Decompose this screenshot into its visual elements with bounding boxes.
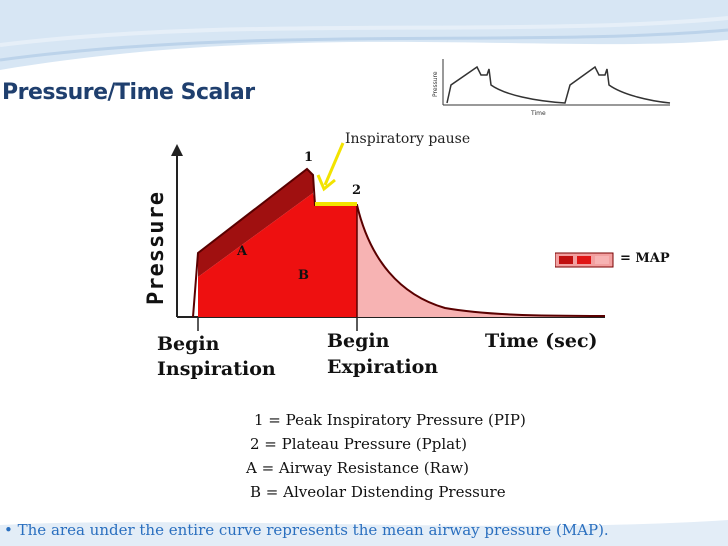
footnote-text: The area under the entire curve represen… [17, 521, 609, 539]
region-a [198, 169, 313, 317]
thumb-x-label: Time [530, 110, 546, 117]
pause-arrow [323, 142, 345, 186]
x-axis-label: Time (sec) [485, 330, 598, 352]
definitions-legend: 1 = Peak Inspiratory Pressure (PIP) 2 = … [246, 408, 526, 504]
legend-pip: 1 = Peak Inspiratory Pressure (PIP) [254, 411, 526, 429]
header-swoosh [0, 0, 728, 70]
legend-alveolar: B = Alveolar Distending Pressure [250, 483, 506, 501]
begin-inspiration-line-2: Inspiration [157, 358, 276, 380]
pressure-time-diagram: 1 2 A B Pressure Time (sec) Begin Inspir… [144, 142, 606, 380]
begin-expiration-line-2: Expiration [327, 356, 438, 378]
region-b [198, 193, 357, 317]
thumb-curve [446, 65, 671, 104]
thumbnail-waveform: Pressure Time [425, 55, 675, 120]
footnote: • The area under the entire curve repres… [4, 521, 609, 539]
thumb-y-label: Pressure [432, 71, 439, 97]
begin-expiration-line-1: Begin [327, 330, 390, 352]
begin-inspiration-line-1: Begin [157, 333, 220, 355]
bullet-icon: • [4, 521, 13, 539]
footer-swoosh [0, 520, 728, 546]
legend-pplat: 2 = Plateau Pressure (Pplat) [250, 435, 467, 453]
pause-arrow-head [316, 174, 336, 192]
expiration-area [357, 205, 605, 317]
region-b-label: B [298, 268, 309, 283]
legend-raw: A = Airway Resistance (Raw) [246, 459, 469, 477]
map-swatch [555, 252, 614, 268]
marker-1: 1 [304, 150, 313, 165]
header-swoosh-line [0, 28, 728, 62]
header-swoosh-line-2 [0, 16, 728, 47]
inspiratory-pause-label: Inspiratory pause [345, 131, 471, 147]
marker-2: 2 [352, 183, 361, 198]
region-a-label: A [236, 244, 248, 259]
slide-title: Pressure/Time Scalar [2, 80, 255, 105]
y-axis-label: Pressure [144, 191, 169, 305]
map-label: = MAP [620, 251, 670, 266]
